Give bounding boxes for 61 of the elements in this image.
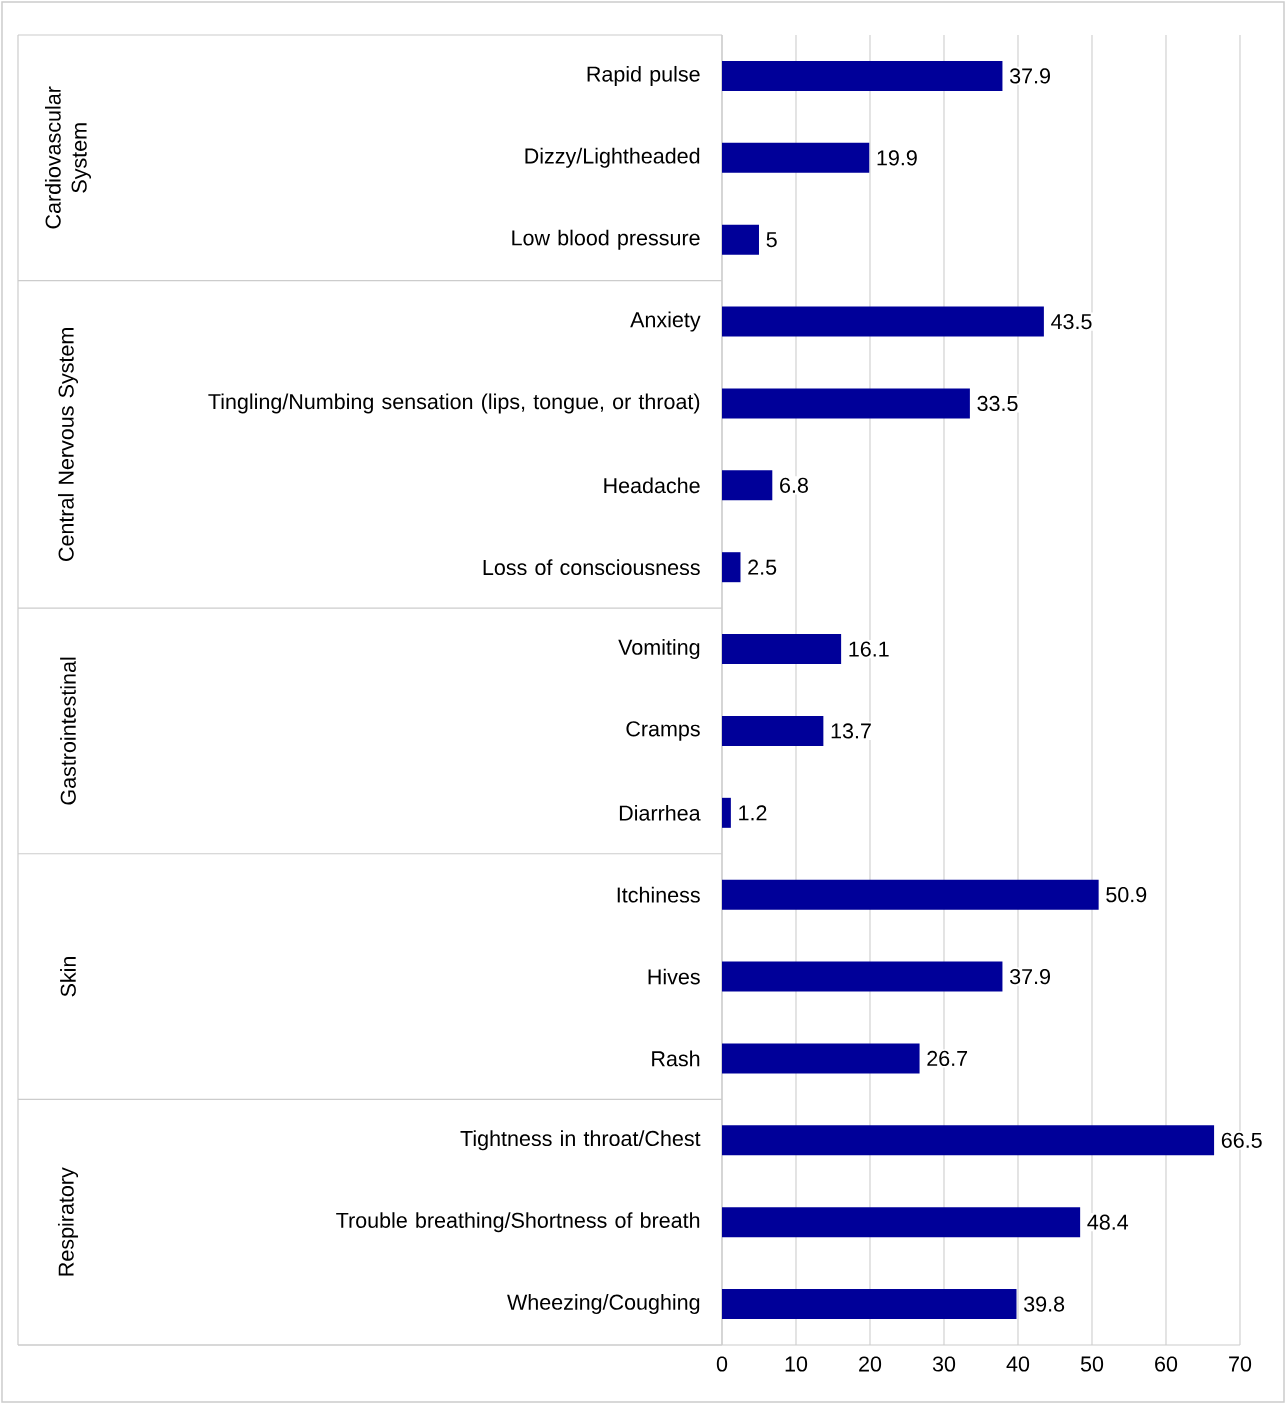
x-tick-label: 10: [785, 1356, 808, 1372]
data-label: 2.5: [748, 559, 777, 575]
text: Gastrointestinal: [60, 657, 76, 805]
y-tick-label: Trouble breathing/Shortness of breath: [336, 1212, 700, 1233]
y-tick-label: Itchiness: [617, 886, 700, 903]
data-label: 19.9: [877, 150, 917, 166]
data-label: 26.7: [927, 1050, 968, 1067]
bar: [721, 388, 970, 419]
x-tick-label: 0: [716, 1356, 728, 1372]
text: Cardiovascular System: [44, 86, 92, 229]
bar: [721, 1125, 1215, 1156]
data-label: 6.8: [780, 477, 808, 493]
bar: [721, 224, 759, 255]
y-tick-label: Low blood pressure: [512, 229, 700, 250]
data-label: 43.5: [1051, 313, 1092, 330]
bar: [721, 1207, 1081, 1238]
bar: [721, 961, 1003, 992]
x-tick-label: 50: [1080, 1356, 1104, 1372]
x-tick-label: 40: [1006, 1356, 1030, 1372]
y-tick-label: Tightness in throat/Chest: [460, 1130, 701, 1151]
y-tick-label: Tingling/Numbing sensation (lips, tongue, or throat): [208, 393, 700, 414]
bar: [721, 715, 824, 746]
bar: [721, 470, 773, 501]
data-label: 1.2: [739, 805, 767, 821]
data-label: 16.1: [849, 641, 889, 657]
data-label: 66.5: [1221, 1132, 1262, 1148]
data-label: 39.8: [1024, 1296, 1065, 1312]
x-tick-label: 60: [1155, 1356, 1178, 1372]
bar: [721, 634, 842, 665]
bar: [721, 142, 870, 173]
data-label: 50.9: [1106, 887, 1147, 903]
x-tick-label: 20: [859, 1356, 882, 1372]
y-tick-label: Dizzy/Lightheaded: [525, 147, 700, 168]
bar: [721, 797, 731, 828]
data-label: 37.9: [1009, 68, 1050, 84]
data-label: 13.7: [831, 723, 871, 739]
y-tick-label: Cramps: [626, 721, 700, 741]
data-label: 5: [766, 232, 777, 248]
text: Skin: [60, 957, 76, 997]
data-label: 37.9: [1009, 968, 1050, 985]
x-tick-label: 70: [1229, 1356, 1252, 1372]
y-tick-label: Diarrhea: [619, 804, 701, 821]
x-tick-label: 30: [932, 1356, 956, 1372]
y-tick-label: Anxiety: [630, 311, 701, 332]
bar: [721, 60, 1003, 91]
text: Respiratory: [57, 1167, 79, 1276]
bar: [721, 1043, 920, 1074]
y-tick-label: Hives: [648, 968, 700, 985]
y-tick-label: Headache: [604, 477, 700, 494]
bar: [721, 552, 741, 583]
y-tick-label: Rash: [652, 1050, 700, 1067]
y-tick-label: Loss of consciousness: [483, 559, 700, 576]
bar: [721, 306, 1044, 337]
data-label: 33.5: [977, 395, 1018, 412]
bar: [721, 879, 1099, 910]
y-tick-label: Rapid pulse: [587, 65, 700, 86]
text: Central Nervous System: [57, 328, 79, 561]
data-label: 48.4: [1087, 1214, 1129, 1230]
bar: [721, 1289, 1017, 1320]
y-tick-label: Vomiting: [618, 639, 700, 660]
y-tick-label: Wheezing/Coughing: [507, 1294, 700, 1315]
